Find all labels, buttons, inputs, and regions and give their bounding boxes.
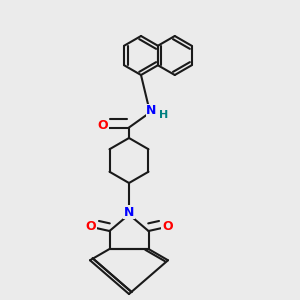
Text: N: N [124,206,134,219]
Text: H: H [159,110,168,120]
Text: N: N [146,104,157,118]
Text: O: O [97,118,108,132]
Text: O: O [162,220,173,233]
Text: O: O [85,220,96,233]
